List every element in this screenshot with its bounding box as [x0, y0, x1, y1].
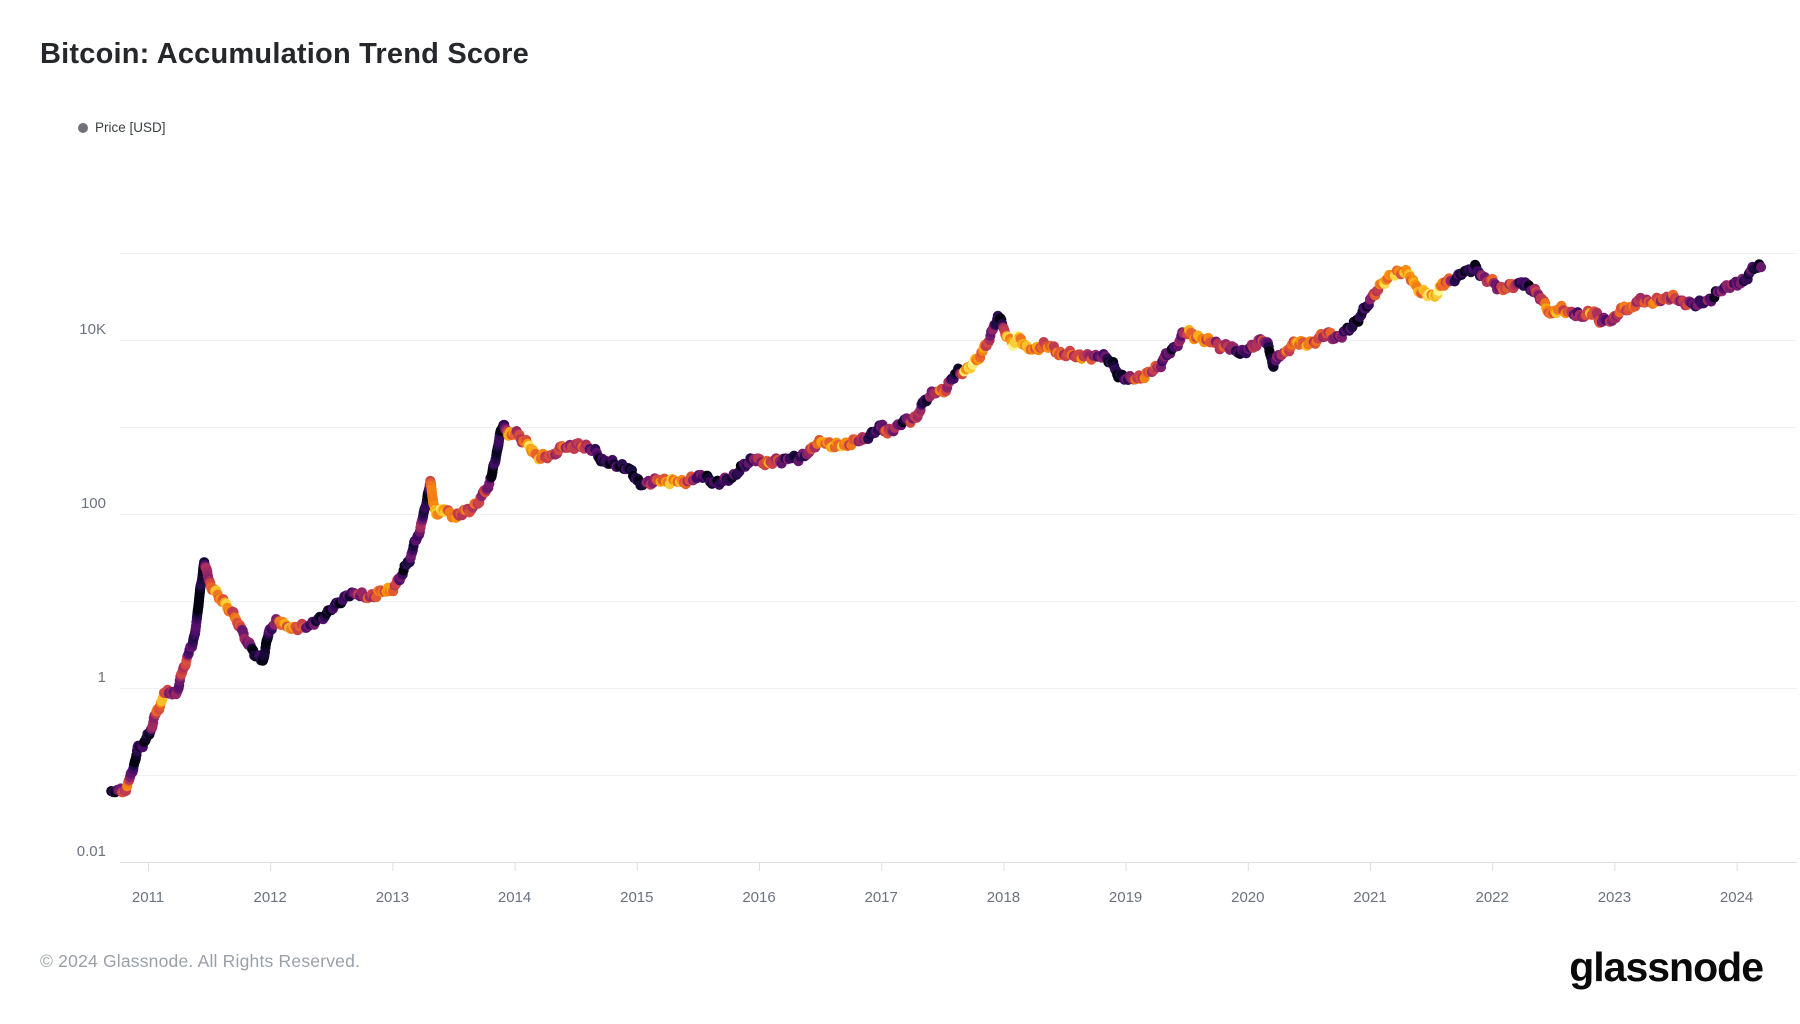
copyright-text: © 2024 Glassnode. All Rights Reserved. [40, 951, 361, 971]
x-tick-label: 2024 [1720, 889, 1753, 906]
legend-label: Price [USD] [95, 120, 166, 135]
price-points[interactable] [106, 259, 1767, 798]
glassnode-logo: glassnode [1569, 944, 1764, 990]
y-tick-label: 1 [98, 669, 106, 686]
x-tick-label: 2023 [1598, 889, 1631, 906]
x-tick-label: 2016 [742, 889, 775, 906]
y-tick-label: 10K [79, 321, 106, 338]
x-tick-label: 2013 [376, 889, 409, 906]
x-tick-label: 2021 [1353, 889, 1386, 906]
x-tick-label: 2012 [254, 889, 287, 906]
y-tick-label: 100 [81, 495, 106, 512]
page-title: Bitcoin: Accumulation Trend Score [40, 38, 529, 70]
x-tick-label: 2019 [1109, 889, 1142, 906]
y-gridlines [120, 253, 1797, 863]
x-axis-labels: 2011 2012 2013 2014 2015 2016 2017 2018 2019 2020… [132, 889, 1753, 906]
x-tick-label: 2017 [865, 889, 898, 906]
x-tick-label: 2011 [132, 889, 164, 906]
x-tick-label: 2015 [620, 889, 653, 906]
legend-dot-icon [78, 122, 88, 133]
y-tick-label: 0.01 [77, 843, 106, 860]
legend[interactable]: Price [USD] [78, 120, 166, 135]
y-axis-labels: 10K 100 1 0.01 [77, 321, 106, 860]
x-tick-label: 2020 [1231, 889, 1264, 906]
x-tick-label: 2022 [1476, 889, 1509, 906]
x-tick-label: 2014 [498, 889, 531, 906]
x-axis-ticks [148, 863, 1738, 871]
x-tick-label: 2018 [987, 889, 1020, 906]
